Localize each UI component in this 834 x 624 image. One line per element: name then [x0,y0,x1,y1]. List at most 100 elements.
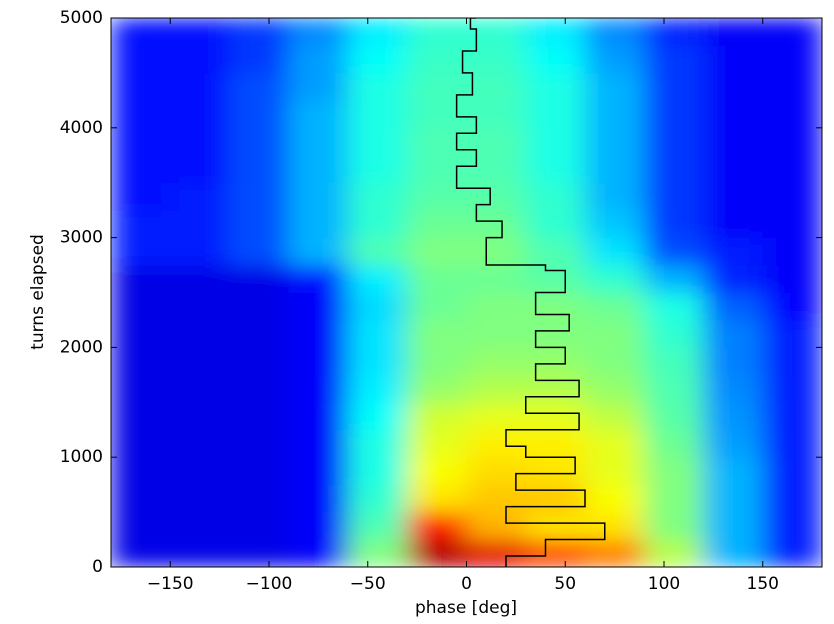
heat-cell [762,72,822,101]
heat-cell [170,512,230,541]
heat-cell [288,45,349,74]
heat-cell [348,127,408,156]
heat-cell [407,127,467,156]
heat-cell [288,100,349,129]
heat-cell [111,45,171,74]
heat-cell [466,100,527,129]
heat-cell [111,347,171,376]
heat-cell [525,484,586,513]
heat-cell [170,182,230,211]
heat-cell [762,457,822,486]
heat-cell [466,402,527,431]
heat-cell [762,429,822,458]
x-tick-label: 0 [461,574,472,594]
heat-cell [703,18,764,46]
x-tick-label: 50 [554,574,576,594]
heat-cell [111,210,171,239]
heat-cell [348,429,408,458]
heat-cell [703,72,764,101]
heat-cell [644,319,704,348]
heat-cell [703,182,764,211]
heat-cell [348,512,408,541]
heat-cell [525,18,586,46]
heat-cell [288,402,349,431]
heat-cell [762,265,822,293]
heat-cell [170,374,230,403]
heat-cell [762,18,822,46]
heat-cell [348,402,408,431]
heat-cell [348,484,408,513]
heat-cell [585,484,645,513]
heat-cell [111,292,171,321]
heat-cell [111,374,171,403]
heat-cell [288,539,349,567]
heat-cell [466,18,527,46]
heat-cell [288,18,349,46]
heat-cell [585,182,645,211]
heat-cell [703,512,764,541]
heat-cell [111,155,171,184]
heat-cell [585,127,645,156]
heat-cell [703,155,764,184]
heat-cell [170,72,230,101]
heat-cell [644,210,704,239]
heat-cell [466,512,527,541]
heat-cell [762,347,822,376]
heat-cell [229,402,290,431]
heat-cell [466,210,527,239]
heat-cell [229,45,290,74]
heat-cell [703,457,764,486]
heat-cell [407,210,467,239]
heat-cell [348,45,408,74]
heat-cell [229,374,290,403]
heat-cell [466,182,527,211]
heat-cell [762,100,822,129]
heat-cell [703,374,764,403]
heat-cell [466,265,527,293]
heat-cell [288,484,349,513]
heat-cell [111,18,171,46]
heat-cell [407,72,467,101]
heat-cell [525,347,586,376]
heat-cell [585,402,645,431]
heat-cell [170,127,230,156]
heat-cell [525,45,586,74]
heat-cell [466,45,527,74]
heat-cell [585,292,645,321]
heat-cell [703,539,764,567]
heat-cell [348,319,408,348]
x-tick-label: 150 [747,574,779,594]
heat-cell [644,457,704,486]
heat-cell [703,237,764,266]
heat-cell [170,484,230,513]
heat-cell [407,539,467,567]
heat-cell [525,402,586,431]
heat-cell [466,155,527,184]
foreground: −150 −100 −50 0 50 100 150 0 1000 2000 3000 4000 500… [60,8,823,594]
heat-cell [111,402,171,431]
heat-cell [348,237,408,266]
heat-cell [585,72,645,101]
heat-cell [170,292,230,321]
heat-cell [703,265,764,293]
heat-cell [288,429,349,458]
heat-cell [348,374,408,403]
heat-cell [407,319,467,348]
heat-cell [229,100,290,129]
heat-cell [644,45,704,74]
heat-cell [703,429,764,458]
heat-cell [170,210,230,239]
heat-cell [762,484,822,513]
heat-cell [170,319,230,348]
heat-cell [644,374,704,403]
heat-cell [170,265,230,293]
heat-cell [585,237,645,266]
heat-cell [525,155,586,184]
heat-cell [703,100,764,129]
heat-cell [525,210,586,239]
heat-cell [585,429,645,458]
heat-cell [466,484,527,513]
heat-cell [585,512,645,541]
heat-cell [229,292,290,321]
heat-cell [229,237,290,266]
